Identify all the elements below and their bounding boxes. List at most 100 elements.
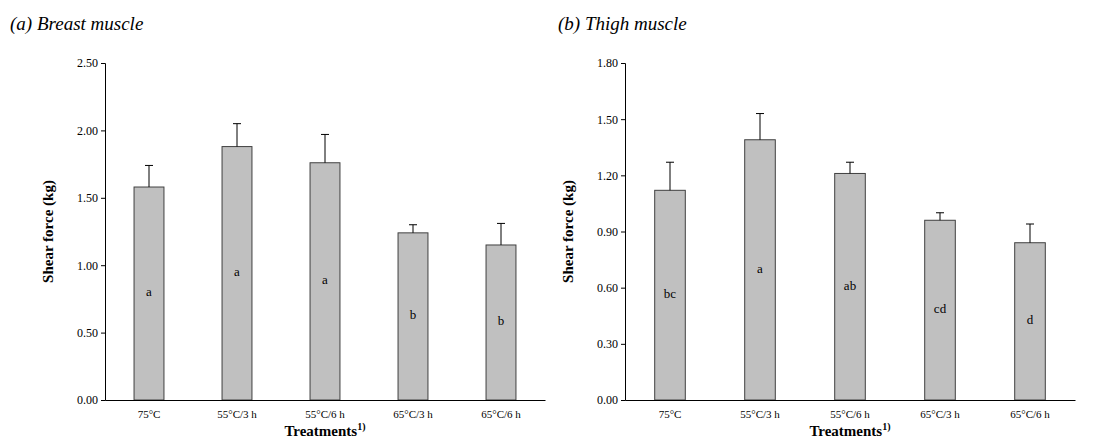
x-tick: 55°C/6 h: [305, 400, 345, 420]
error-bar-stem: [237, 124, 238, 147]
error-bar-stem: [149, 165, 150, 187]
error-bar: [409, 225, 417, 233]
error-bar-cap: [666, 162, 674, 163]
x-tick-label: 55°C/6 h: [305, 408, 345, 420]
y-tick-mark: [101, 333, 105, 334]
bar: [925, 220, 956, 400]
y-tick: 2.00: [77, 124, 105, 138]
x-tick: 65°C/6 h: [1010, 400, 1050, 420]
y-tick: 1.00: [77, 259, 105, 273]
error-bar-stem: [850, 162, 851, 173]
y-axis-line: [621, 64, 626, 401]
significance-letter: a: [234, 264, 240, 279]
y-axis: 0.00 0.50 1.00 1.50 2.00 2.50: [77, 56, 106, 407]
error-bar-stem: [760, 114, 761, 140]
error-bar: [497, 223, 505, 245]
x-axis-title-text: Treatments: [284, 423, 357, 439]
y-tick-label: 1.20: [597, 169, 618, 183]
chart-panel: (b) Thigh musclebcaabcdd0.000.300.600.90…: [558, 13, 1076, 439]
x-tick: 55°C/3 h: [217, 400, 257, 420]
y-tick: 0.00: [597, 393, 625, 407]
bar: [310, 163, 340, 400]
error-bar-cap: [1026, 224, 1034, 225]
significance-letter: a: [757, 261, 763, 276]
y-tick-label: 1.50: [77, 191, 98, 205]
x-tick: 75°C: [659, 400, 682, 420]
bar: [398, 233, 428, 400]
error-bar: [846, 162, 854, 173]
error-bar-stem: [325, 134, 326, 162]
y-tick: 0.60: [597, 281, 625, 295]
y-tick-label: 1.80: [597, 56, 618, 70]
y-tick: 1.50: [77, 191, 105, 205]
x-axis-title-text: Treatments: [809, 423, 882, 439]
error-bar: [666, 162, 674, 190]
significance-letter: b: [498, 313, 505, 328]
y-tick: 0.30: [597, 337, 625, 351]
bar: [745, 140, 776, 400]
error-bar-cap: [497, 223, 505, 224]
x-axis-title-superscript: 1): [357, 421, 365, 433]
y-tick: 2.50: [77, 56, 105, 70]
y-tick-mark: [621, 232, 625, 233]
y-tick-label: 0.50: [77, 326, 98, 340]
y-tick-mark: [101, 63, 105, 64]
error-bar: [1026, 224, 1034, 243]
error-bar-stem: [940, 213, 941, 220]
significance-letter: a: [146, 284, 152, 299]
y-tick-label: 0.00: [597, 393, 618, 407]
x-axis-title: Treatments1): [284, 421, 365, 439]
x-tick: 65°C/6 h: [481, 400, 521, 420]
y-tick: 0.00: [77, 393, 105, 407]
y-tick: 1.20: [597, 169, 625, 183]
error-bar-stem: [1030, 224, 1031, 243]
significance-letters: bcaabcdd: [664, 261, 1034, 327]
significance-letter: bc: [664, 286, 677, 301]
y-tick: 0.90: [597, 225, 625, 239]
error-bar: [145, 165, 153, 187]
x-tick-label: 65°C/6 h: [1010, 408, 1050, 420]
bar: [655, 190, 686, 400]
x-tick-label: 75°C: [659, 408, 682, 420]
y-axis-title: Shear force (kg): [560, 180, 577, 283]
chart-title: (b) Thigh muscle: [558, 13, 687, 35]
error-bar-stem: [670, 162, 671, 190]
chart-title: (a) Breast muscle: [10, 13, 143, 35]
y-tick-label: 0.60: [597, 281, 618, 295]
y-tick-mark: [621, 119, 625, 120]
bar: [486, 245, 516, 400]
x-tick-label: 55°C/3 h: [740, 408, 780, 420]
y-tick-label: 0.00: [77, 393, 98, 407]
significance-letters: aaabb: [146, 264, 504, 328]
y-axis-title: Shear force (kg): [40, 180, 57, 283]
y-tick-mark: [621, 63, 625, 64]
plot-marks: [134, 124, 516, 400]
significance-letter: d: [1027, 312, 1034, 327]
error-bar: [321, 134, 329, 162]
x-tick: 75°C: [138, 400, 161, 420]
y-axis: 0.000.300.600.901.201.501.80: [597, 56, 626, 407]
chart-panel: (a) Breast muscleaaabb0.000.501.001.502.…: [10, 13, 546, 439]
y-tick-mark: [101, 400, 105, 401]
y-tick-mark: [621, 344, 625, 345]
error-bar-cap: [936, 212, 944, 213]
x-axis: 75°C55°C/3 h55°C/6 h65°C/3 h65°C/6 h: [626, 400, 1076, 420]
error-bar-cap: [756, 113, 764, 114]
bar: [1015, 243, 1046, 400]
y-tick: 1.80: [597, 56, 625, 70]
error-bar-stem: [413, 225, 414, 233]
significance-letter: a: [322, 272, 328, 287]
x-tick-label: 55°C/6 h: [830, 408, 870, 420]
x-tick: 55°C/6 h: [830, 400, 870, 420]
error-bar-cap: [145, 165, 153, 166]
y-tick-mark: [621, 288, 625, 289]
error-bar: [936, 213, 944, 220]
error-bar-cap: [233, 123, 241, 124]
y-tick: 0.50: [77, 326, 105, 340]
x-tick-label: 75°C: [138, 408, 161, 420]
y-tick-label: 1.00: [77, 259, 98, 273]
y-tick-mark: [621, 400, 625, 401]
error-bar: [233, 124, 241, 147]
error-bar: [756, 114, 764, 140]
bar: [835, 173, 866, 400]
